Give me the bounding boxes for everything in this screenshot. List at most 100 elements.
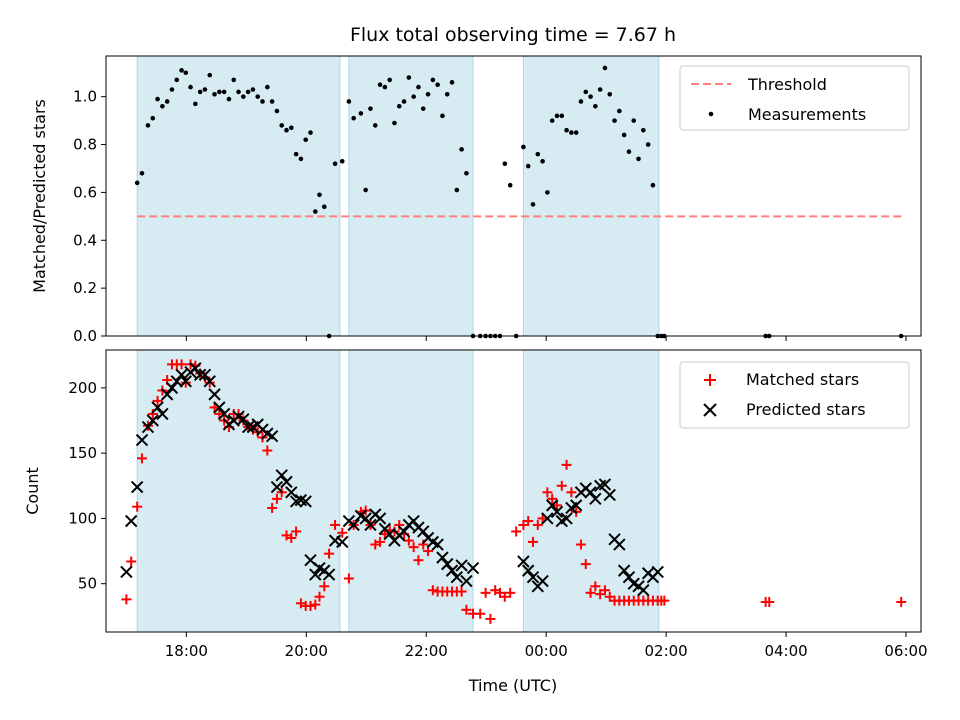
matched-star-point — [505, 587, 516, 598]
predicted-star-point — [651, 565, 664, 579]
predicted-star-point — [417, 525, 430, 538]
matched-star-point — [499, 591, 510, 602]
measurement-point — [444, 91, 450, 97]
predicted-star-point — [265, 429, 279, 443]
measurement-point — [269, 99, 275, 104]
measurement-point — [573, 130, 579, 135]
top-plot-frame — [105, 55, 922, 337]
predicted-star-point — [521, 564, 535, 577]
top-y-tick-label: 0.8 — [73, 136, 97, 154]
bottom-y-ticks: 50 100 150 200 — [68, 379, 106, 593]
measurement-point — [420, 106, 426, 111]
measurement-point — [525, 163, 531, 169]
measurement-point — [145, 123, 151, 128]
measurement-point — [641, 127, 646, 133]
measurement-point — [308, 130, 313, 135]
measurement-point — [245, 89, 251, 95]
measurement-point — [207, 72, 213, 78]
measurement-point — [530, 202, 536, 207]
measurement-point — [312, 209, 318, 214]
matched-star-point — [556, 480, 567, 491]
matched-star-point — [262, 445, 273, 456]
predicted-star-point — [436, 551, 449, 564]
measurement-point — [368, 106, 373, 111]
measurement-point — [339, 158, 345, 164]
measurement-point — [346, 99, 352, 104]
matched-star-point — [136, 453, 147, 464]
predicted-star-point — [156, 407, 169, 421]
bottom-y-tick-label: 150 — [68, 444, 97, 462]
matched-star-point — [590, 581, 601, 592]
measurement-point — [535, 151, 541, 157]
bottom-x-tick-label: 18:00 — [165, 642, 208, 660]
matched-star-point — [599, 585, 610, 596]
measurement-point — [221, 89, 227, 95]
top-x-ticks — [185, 336, 907, 341]
predicted-star-point — [270, 480, 284, 494]
predicted-star-point — [550, 505, 564, 519]
predicted-star-point — [455, 559, 468, 572]
predicted-star-point — [120, 565, 133, 579]
bottom-y-axis-label: Count — [23, 467, 42, 515]
measurement-point — [540, 158, 545, 164]
predicted-star-point — [397, 525, 411, 538]
predicted-star-point — [536, 574, 549, 588]
measurement-point — [416, 84, 421, 90]
predicted-star-point — [441, 557, 454, 571]
predicted-star-point — [526, 570, 540, 584]
measurement-point — [569, 130, 574, 135]
measurement-point — [226, 96, 232, 102]
matched-star-point — [291, 526, 302, 537]
top-legend: Threshold Measurements — [679, 65, 910, 131]
predicted-star-point — [299, 495, 312, 508]
matched-star-point — [896, 596, 907, 607]
matched-star-point — [286, 533, 297, 543]
bottom-x-tick-label: 20:00 — [285, 642, 328, 660]
bottom-x-tick-label: 06:00 — [884, 642, 927, 660]
bottom-x-tick-label: 00:00 — [525, 642, 568, 660]
measurement-point — [435, 82, 440, 88]
predicted-star-point — [613, 538, 626, 551]
bottom-span-1 — [348, 349, 474, 633]
measurement-point — [583, 89, 589, 95]
measurement-point — [617, 108, 622, 114]
predicted-star-point — [359, 512, 372, 525]
top-y-tick-label: 0.2 — [73, 279, 97, 297]
predicted-star-point — [146, 414, 159, 427]
matched-star-point — [132, 501, 143, 512]
matched-star-point — [427, 585, 438, 596]
matched-star-point — [547, 493, 558, 504]
matched-star-point — [532, 519, 543, 530]
measurement-point — [139, 170, 145, 176]
measurement-point — [545, 190, 550, 195]
legend-measurements-swatch — [708, 111, 714, 117]
measurement-point — [387, 77, 392, 83]
top-y-tick-label: 1.0 — [73, 88, 97, 106]
predicted-star-point — [584, 486, 597, 499]
predicted-star-point — [179, 375, 192, 388]
measurement-point — [377, 82, 383, 88]
predicted-star-point — [460, 574, 473, 588]
measurement-point — [406, 75, 412, 80]
predicted-star-point — [445, 564, 459, 577]
measurement-point — [602, 65, 608, 71]
measurement-point — [193, 101, 198, 107]
measurement-point — [155, 96, 160, 102]
legend-threshold-label: Threshold — [747, 75, 827, 94]
predicted-star-point — [141, 420, 155, 434]
predicted-star-point — [603, 488, 616, 502]
bottom-plot-frame — [105, 349, 922, 633]
bottom-y-tick-label: 50 — [78, 575, 97, 593]
predicted-star-point — [560, 512, 573, 525]
legend-predicted-swatch — [703, 403, 717, 417]
predicted-star-point — [373, 512, 387, 525]
measurement-point — [549, 118, 555, 123]
top-panel: 0.0 0.2 0.4 0.6 0.8 1.0 Matched/Predicted sta… — [30, 55, 922, 345]
measurement-point — [134, 180, 140, 186]
measurement-point — [564, 127, 569, 133]
bottom-legend: Matched stars Predicted stars — [679, 361, 910, 429]
measurement-point — [502, 161, 508, 166]
measurement-point — [217, 89, 222, 95]
top-legend-box — [679, 65, 910, 131]
measurement-point — [332, 161, 338, 166]
